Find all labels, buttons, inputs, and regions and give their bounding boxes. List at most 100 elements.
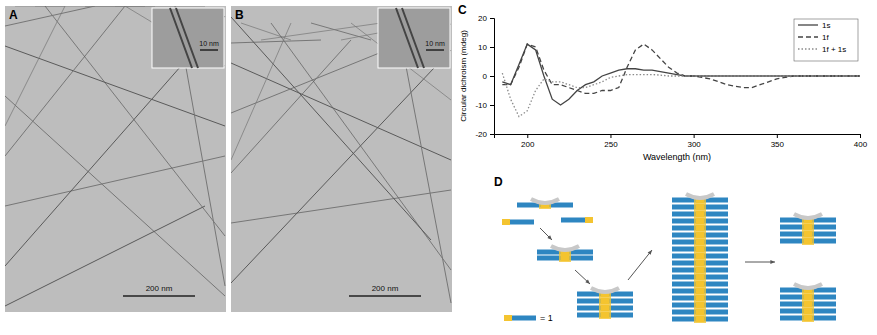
arrow-head <box>547 235 552 240</box>
stack-cap <box>591 288 619 292</box>
fibre <box>241 23 291 40</box>
molecule-core <box>504 315 512 321</box>
arrow-head <box>585 279 590 284</box>
x-tick: 250 <box>604 134 618 149</box>
molecule-tail <box>704 296 728 301</box>
figure: 10 nm200 nmA10 nm200 nmBC200250300350400… <box>0 0 877 335</box>
stack-core <box>802 216 814 245</box>
molecule-tail <box>704 261 728 266</box>
molecule-tail <box>672 261 696 266</box>
molecule-tail <box>672 219 696 224</box>
x-tick-mark <box>527 134 528 138</box>
molecule-tail <box>672 275 696 280</box>
x-tick-mark <box>860 134 861 138</box>
y-tick-mark <box>490 105 494 106</box>
stack-core <box>599 290 611 319</box>
y-tick: -20 <box>475 130 494 139</box>
molecule-tail <box>704 282 728 287</box>
molecule-tail <box>704 219 728 224</box>
schematic <box>502 194 836 323</box>
inset <box>152 8 224 68</box>
molecule-tail <box>672 205 696 210</box>
scale-label: 200 nm <box>146 284 173 293</box>
molecule-tail <box>672 282 696 287</box>
molecule-tail <box>812 225 836 230</box>
inset-scale-bar <box>200 49 218 51</box>
stack-cap <box>686 194 714 198</box>
micrograph: 10 nm 200 nm B <box>231 6 452 312</box>
image-background <box>231 6 452 312</box>
image-background <box>5 6 226 312</box>
y-tick-label: 20 <box>478 14 487 23</box>
molecule-tail <box>812 239 836 244</box>
stack-core <box>694 196 706 323</box>
x-tick: 200 <box>521 134 535 149</box>
legend-box <box>794 19 858 61</box>
molecule-tail <box>704 268 728 273</box>
molecule-tail <box>672 303 696 308</box>
inset-scale-label: 10 nm <box>425 40 445 47</box>
inset-scale-label: 10 nm <box>199 40 219 47</box>
x-axis-title: Wavelength (nm) <box>643 152 711 162</box>
y-tick: -10 <box>475 101 494 110</box>
molecule-tail <box>577 306 601 311</box>
molecule-tail <box>609 313 633 318</box>
y-axis: -20 -10 0 10 20 <box>475 14 494 139</box>
molecule-tail <box>704 254 728 259</box>
stack-cap <box>794 214 822 218</box>
x-tick: 400 <box>854 134 868 149</box>
molecule-tail <box>812 316 836 321</box>
molecule-tail <box>672 254 696 259</box>
fibre <box>5 96 225 296</box>
molecule-tail <box>812 295 836 300</box>
molecule-tail <box>704 233 728 238</box>
molecule-tail <box>672 226 696 231</box>
molecule-tail <box>672 289 696 294</box>
stack-cap <box>794 284 822 288</box>
fibre <box>261 23 381 40</box>
molecule-tail <box>704 240 728 245</box>
x-tick-label: 300 <box>687 140 701 149</box>
x-tick-label: 250 <box>604 140 618 149</box>
y-tick-label: 10 <box>478 43 487 52</box>
legend-label: 1s <box>822 21 830 30</box>
molecule-tail <box>704 247 728 252</box>
molecule-tail <box>812 302 836 307</box>
legend: 1s1f1f + 1s <box>794 19 858 61</box>
y-tick-mark <box>490 47 494 48</box>
x-axis: 200250300350400 <box>495 134 868 149</box>
arrow-head <box>648 250 652 255</box>
fibre <box>5 6 95 26</box>
x-tick-mark <box>777 134 778 138</box>
y-tick: 0 <box>483 72 494 81</box>
molecule-tail <box>780 232 804 237</box>
molecule-tail <box>672 240 696 245</box>
molecule-tail <box>704 289 728 294</box>
fibre <box>231 63 451 160</box>
panel-label: B <box>235 8 244 22</box>
inset-scale-bar <box>426 49 444 51</box>
molecule-tail <box>704 310 728 315</box>
arrow <box>575 270 590 284</box>
molecule-tail <box>780 225 804 230</box>
molecule-tail <box>704 275 728 280</box>
molecule-tail <box>672 296 696 301</box>
legend-label: 1f <box>822 33 829 42</box>
y-tick-label: -10 <box>475 101 487 110</box>
fibre <box>5 156 225 206</box>
scale-label: 200 nm <box>372 284 399 293</box>
molecule-core <box>502 219 510 225</box>
molecule-core <box>585 217 593 223</box>
fibre <box>231 190 451 223</box>
molecule-tail <box>609 299 633 304</box>
fibre <box>231 23 291 160</box>
molecule-tail <box>512 316 536 321</box>
fibre <box>115 6 205 7</box>
x-tick-mark <box>694 134 695 138</box>
stack-cap <box>531 199 559 203</box>
molecule-tail <box>780 316 804 321</box>
molecule-tail <box>704 317 728 322</box>
molecule-tail <box>577 313 601 318</box>
molecule-tail <box>704 212 728 217</box>
molecule-tail <box>672 212 696 217</box>
